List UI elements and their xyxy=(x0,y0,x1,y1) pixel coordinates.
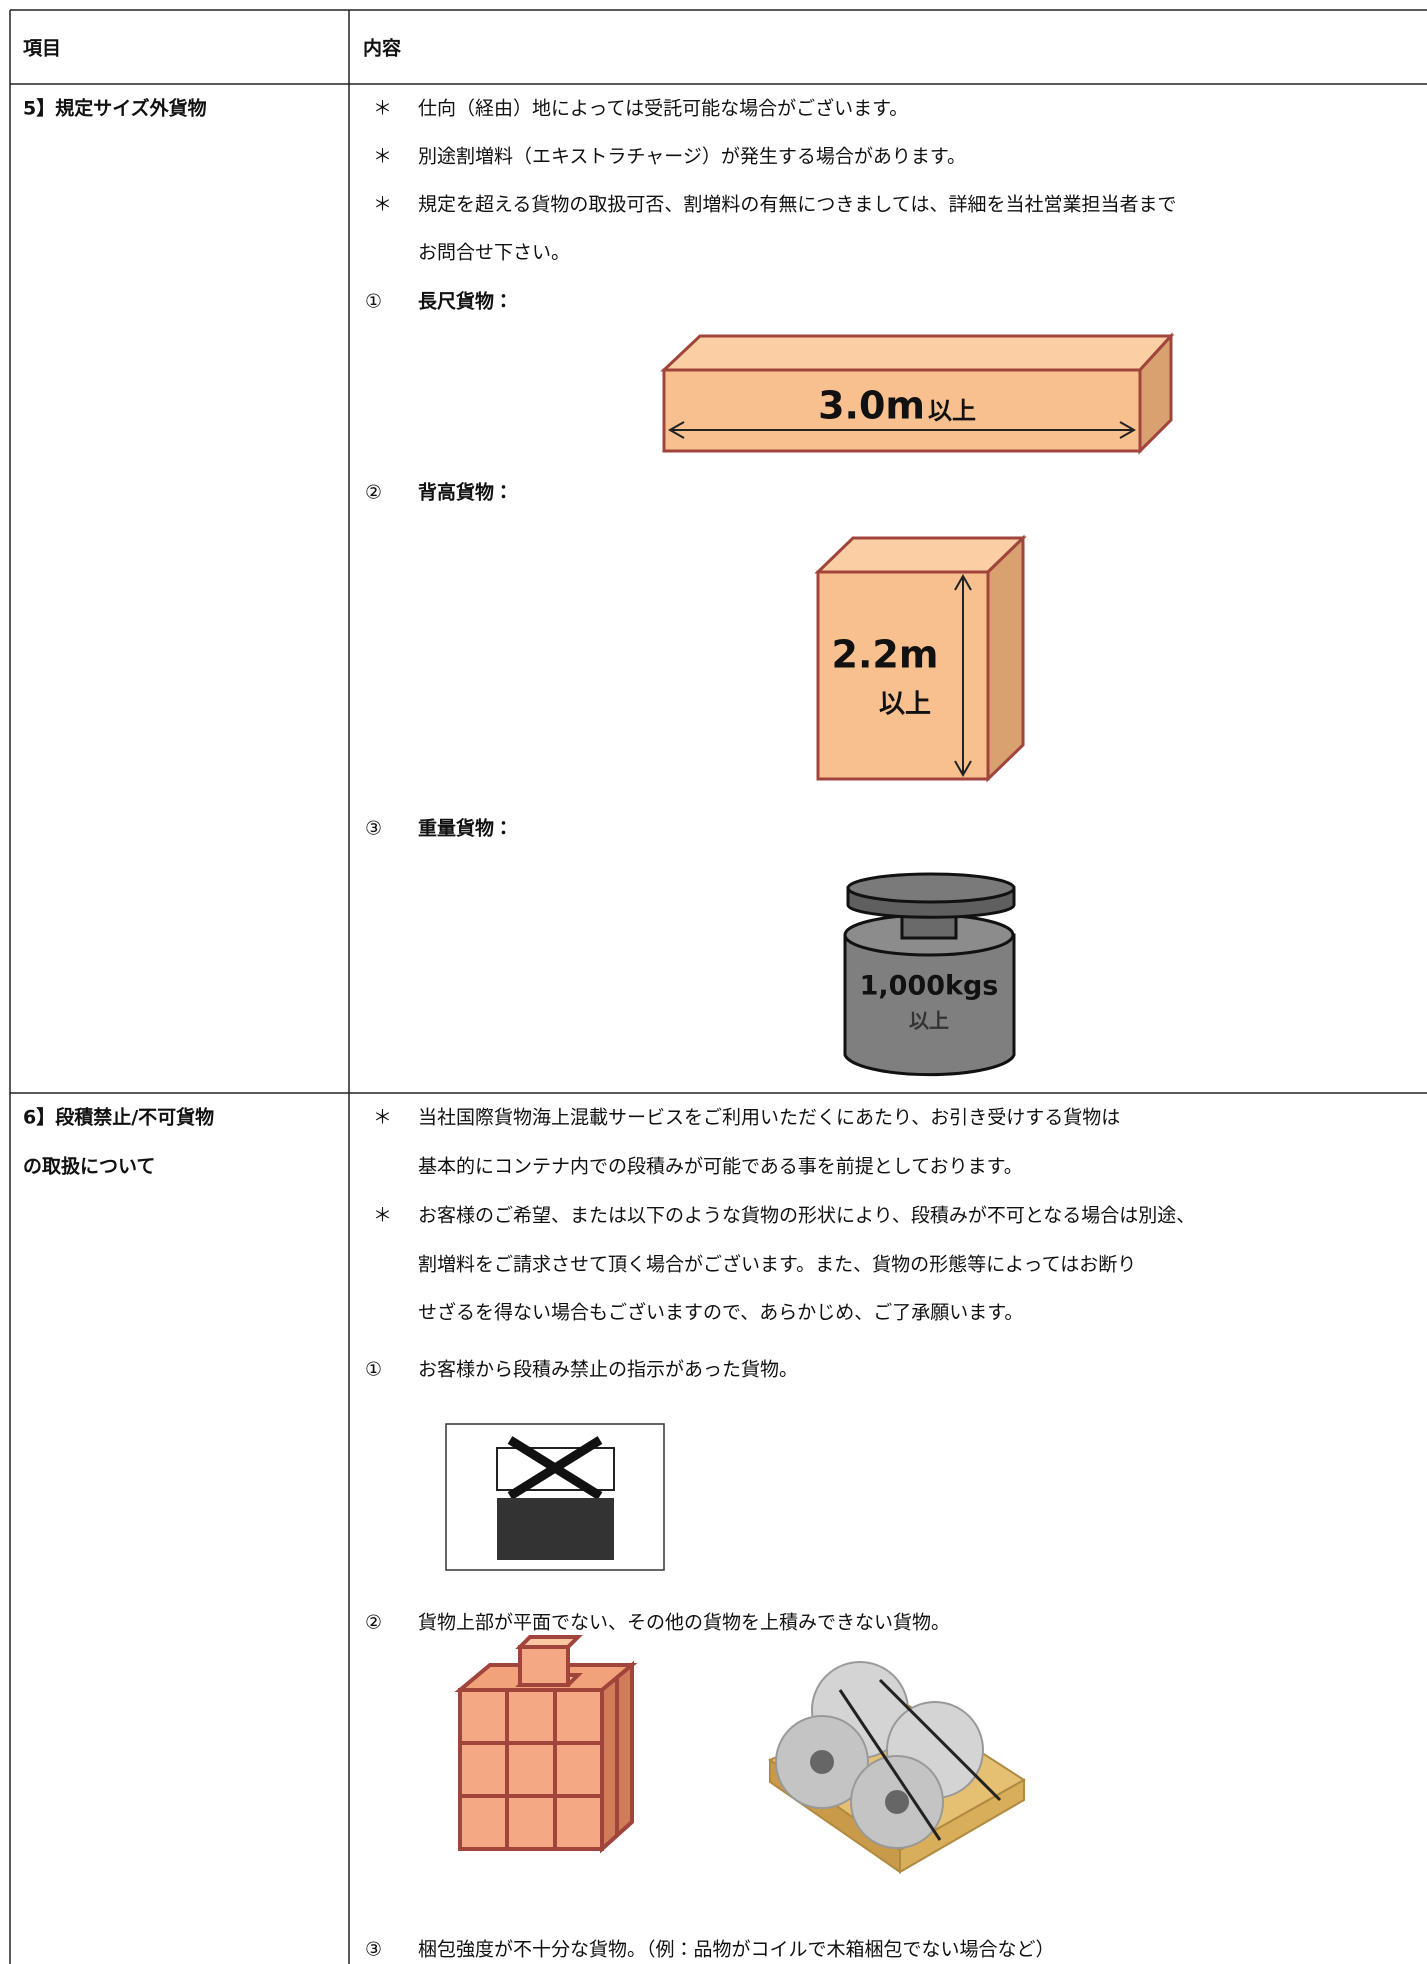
tall-cargo-figure xyxy=(814,534,1027,783)
item-text: 梱包強度が不十分な貨物。（例：品物がコイルで木箱梱包でない場合など） xyxy=(418,1939,1055,1961)
no-stack-sign xyxy=(445,1423,665,1571)
row-label: 6】段積禁止/不可貨物 xyxy=(23,1106,214,1129)
figure-label: 2.2m xyxy=(832,633,939,677)
illustration-shape xyxy=(846,872,1016,904)
bullet: ＊ xyxy=(373,1107,392,1129)
item-text: 規定を超える貨物の取扱可否、割増料の有無につきましては、詳細を当社営業担当者まで xyxy=(418,194,1176,216)
figure-label: 3.0m xyxy=(818,384,925,428)
bullet: ＊ xyxy=(373,1205,392,1227)
illustration-shape xyxy=(954,760,972,778)
long-cargo-figure xyxy=(660,332,1175,455)
item-heading: 重量貨物： xyxy=(418,817,513,840)
number-marker: ① xyxy=(365,1359,382,1381)
item-text: 割増料をご請求させて頂く場合がございます。また、貨物の形態等によってはお断り xyxy=(418,1253,1136,1276)
number-marker: ③ xyxy=(365,818,382,840)
bullet: ＊ xyxy=(373,146,392,168)
illustration-shape xyxy=(662,368,1142,453)
illustration-shape xyxy=(899,1778,1025,1874)
illustration-shape xyxy=(816,570,990,781)
bullet: ＊ xyxy=(373,194,392,216)
crate-figure xyxy=(454,1635,638,1854)
illustration-shape xyxy=(954,573,972,591)
illustration-shape xyxy=(1119,421,1137,439)
item-text: お客様から段積み禁止の指示があった貨物。 xyxy=(418,1359,798,1381)
illustration-shape xyxy=(810,1750,834,1774)
item-text: 基本的にコンテナ内での段積みが可能である事を前提としております。 xyxy=(418,1156,1023,1178)
figure-label: 1,000kgs xyxy=(860,971,999,1002)
weight-figure xyxy=(843,872,1016,1077)
rule-line xyxy=(838,1689,942,1841)
number-marker: ② xyxy=(365,482,382,504)
item-text: 当社国際貨物海上混載サービスをご利用いただくにあたり、お引き受けする貨物は xyxy=(418,1107,1120,1129)
item-text: せざるを得ない場合もございますので、あらかじめ、ご了承願います。 xyxy=(418,1301,1023,1324)
illustration-shape xyxy=(660,334,1175,372)
rule-line xyxy=(878,1678,1002,1802)
header-cell: 項目 xyxy=(23,38,61,60)
coil-figure xyxy=(767,1661,1026,1874)
number-marker: ② xyxy=(365,1612,382,1634)
table-lines xyxy=(9,9,1427,1964)
number-marker: ③ xyxy=(365,1939,382,1961)
row-label: 5】規定サイズ外貨物 xyxy=(23,97,207,120)
item-heading: 長尺貨物： xyxy=(418,290,513,313)
illustration-shape xyxy=(518,1645,570,1687)
item-heading: 背高貨物： xyxy=(418,481,513,504)
figure-label: 以上 xyxy=(909,1009,949,1033)
bullet: ＊ xyxy=(373,98,392,120)
item-text: お客様のご希望、または以下のような貨物の形状により、段積みが不可となる場合は別途… xyxy=(418,1205,1195,1227)
figure-label: 以上 xyxy=(928,397,976,425)
illustration-shape xyxy=(843,933,1016,1077)
item-text: 仕向（経由）地によっては受託可能な場合がございます。 xyxy=(418,97,908,120)
item-text: 貨物上部が平面でない、その他の貨物を上積みできない貨物。 xyxy=(418,1612,950,1634)
figure-label: 以上 xyxy=(879,690,931,720)
illustration-shape xyxy=(986,534,1025,783)
illustration-shape xyxy=(667,421,685,439)
item-text: お問合せ下さい。 xyxy=(418,242,570,264)
rule-line xyxy=(507,1436,603,1500)
illustration-shape xyxy=(885,1790,909,1814)
header-cell: 内容 xyxy=(363,37,401,60)
item-text: 別途割増料（エキストラチャージ）が発生する場合があります。 xyxy=(418,146,966,168)
number-marker: ① xyxy=(365,291,382,313)
illustration-shape xyxy=(497,1498,614,1560)
illustration-shape xyxy=(458,1688,604,1851)
row-label: の取扱について xyxy=(23,1156,155,1178)
